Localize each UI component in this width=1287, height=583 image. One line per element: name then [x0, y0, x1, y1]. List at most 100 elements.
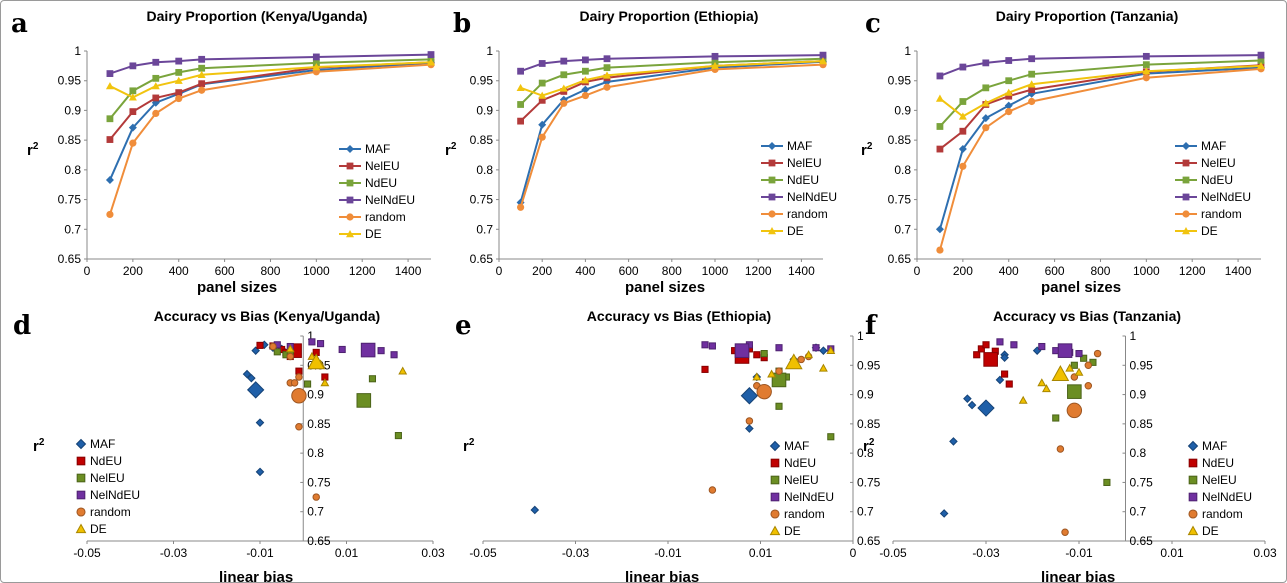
x-tick-label: -0.05 [469, 546, 497, 560]
x-tick-label: 600 [215, 264, 235, 278]
point-ndeu [1028, 70, 1036, 78]
point-random [175, 94, 183, 103]
chart-title: Accuracy vs Bias (Ethiopia) [586, 308, 772, 324]
chart-title: Dairy Proportion (Kenya/Uganda) [146, 8, 368, 24]
legend: MAF NelEU NdEU NelNdEU random DE [339, 142, 415, 241]
legend-label-nelndeu: NelNdEU [787, 190, 837, 204]
summary-point-random [291, 388, 307, 404]
legend-label-ndeu: NdEU [1201, 173, 1233, 187]
x-axis-label: linear bias [1041, 569, 1116, 583]
legend-label-neleu: NelEU [1201, 156, 1236, 170]
point-maf [1004, 101, 1013, 110]
legend-marker-ndeu [76, 456, 86, 466]
legend-label-maf: MAF [784, 439, 809, 453]
point-de [516, 83, 525, 92]
legend-marker-nelndeu [76, 490, 86, 500]
legend-label-ndeu: NdEU [90, 454, 122, 468]
legend-label-ndeu: NdEU [365, 176, 397, 190]
panel-label: a [11, 9, 28, 39]
legend-label-de: DE [784, 524, 801, 538]
point-de [1004, 88, 1013, 96]
point-nelndeu [1028, 55, 1036, 63]
summary-point-random [756, 383, 772, 400]
point-nelndeu [959, 63, 967, 71]
point-nelndeu [312, 53, 320, 61]
point-nelndeu [198, 55, 206, 63]
point-ndeu [753, 351, 761, 359]
y-tick-label: 0.8 [476, 163, 493, 177]
y-tick-label: 0.9 [894, 103, 911, 117]
point-de [1018, 395, 1028, 404]
point-nelndeu [1075, 350, 1083, 358]
y-tick-label: 1 [307, 329, 314, 343]
point-random [538, 133, 546, 141]
summary-point-random [1066, 402, 1083, 419]
legend: MAF NdEU NelEU NelNdEU random DE [1187, 439, 1252, 538]
y-tick-label: 1 [857, 329, 864, 343]
point-maf [981, 114, 990, 123]
point-de [1074, 367, 1084, 376]
point-random [1028, 97, 1036, 106]
point-de [958, 112, 967, 120]
point-random [560, 99, 568, 107]
legend-label-random: random [787, 207, 828, 221]
legend-label-maf: MAF [1201, 139, 1226, 153]
x-axis-label: panel sizes [625, 279, 706, 296]
series-line-maf [519, 60, 824, 203]
point-ndeu [129, 87, 137, 95]
y-tick-label: 0.65 [307, 534, 331, 548]
y-tick-label: 0.9 [1130, 388, 1147, 402]
legend-marker-de [1182, 227, 1190, 235]
point-random [295, 423, 303, 431]
summary-point-de [307, 353, 326, 370]
point-ndeu [582, 67, 589, 75]
x-tick-label: 1000 [702, 264, 729, 278]
legend-marker-maf [769, 440, 781, 452]
point-de [1037, 378, 1047, 387]
point-nelndeu [1257, 51, 1265, 59]
y-axis-label: r2 [463, 437, 475, 455]
point-de [1065, 363, 1075, 372]
point-random [1005, 108, 1013, 116]
y-tick-label: 0.7 [1130, 505, 1147, 519]
x-tick-label: 1000 [1133, 264, 1160, 278]
y-tick-label: 0.95 [1130, 358, 1154, 372]
legend-label-ndeu: NdEU [787, 173, 819, 187]
y-tick-label: 0.9 [307, 388, 324, 402]
point-neleu [760, 350, 768, 358]
point-ndeu [175, 68, 183, 76]
point-ndeu [256, 341, 264, 349]
legend-marker-de [1187, 525, 1199, 536]
point-random [1084, 361, 1093, 370]
y-tick-label: 1 [1130, 329, 1137, 343]
point-de [818, 363, 828, 372]
point-nelndeu [338, 345, 346, 354]
y-tick-label: 0.85 [888, 133, 912, 147]
x-tick-label: 600 [1045, 264, 1065, 278]
point-random [152, 109, 160, 117]
legend-marker-neleu [346, 162, 354, 170]
y-axis-label: r2 [445, 141, 457, 159]
panel-label: c [865, 9, 881, 39]
point-neleu [538, 96, 546, 104]
point-maf [963, 394, 972, 403]
x-tick-label: -0.05 [879, 546, 907, 560]
x-tick-label: 0 [84, 264, 91, 278]
legend-label-nelndeu: NelNdEU [1202, 490, 1252, 504]
y-tick-label: 1 [486, 44, 493, 58]
x-tick-label: 1400 [788, 264, 815, 278]
point-nelndeu [377, 347, 385, 355]
y-tick-label: 1 [74, 44, 81, 58]
y-tick-label: 0.7 [476, 222, 493, 236]
point-nelndeu [812, 344, 820, 352]
point-nelndeu [560, 57, 568, 65]
point-maf [581, 85, 590, 94]
y-tick-label: 0.9 [476, 103, 493, 117]
chart-svg: 0.65 0.7 0.75 0.8 0.85 0.9 0.95 1 0 200 400 600 800 1… [470, 44, 837, 278]
legend-marker-maf [75, 438, 87, 450]
x-tick-label: 400 [999, 264, 1019, 278]
legend-label-random: random [90, 505, 131, 519]
legend-label-nelndeu: NelNdEU [1201, 190, 1251, 204]
x-tick-label: 800 [1090, 264, 1110, 278]
